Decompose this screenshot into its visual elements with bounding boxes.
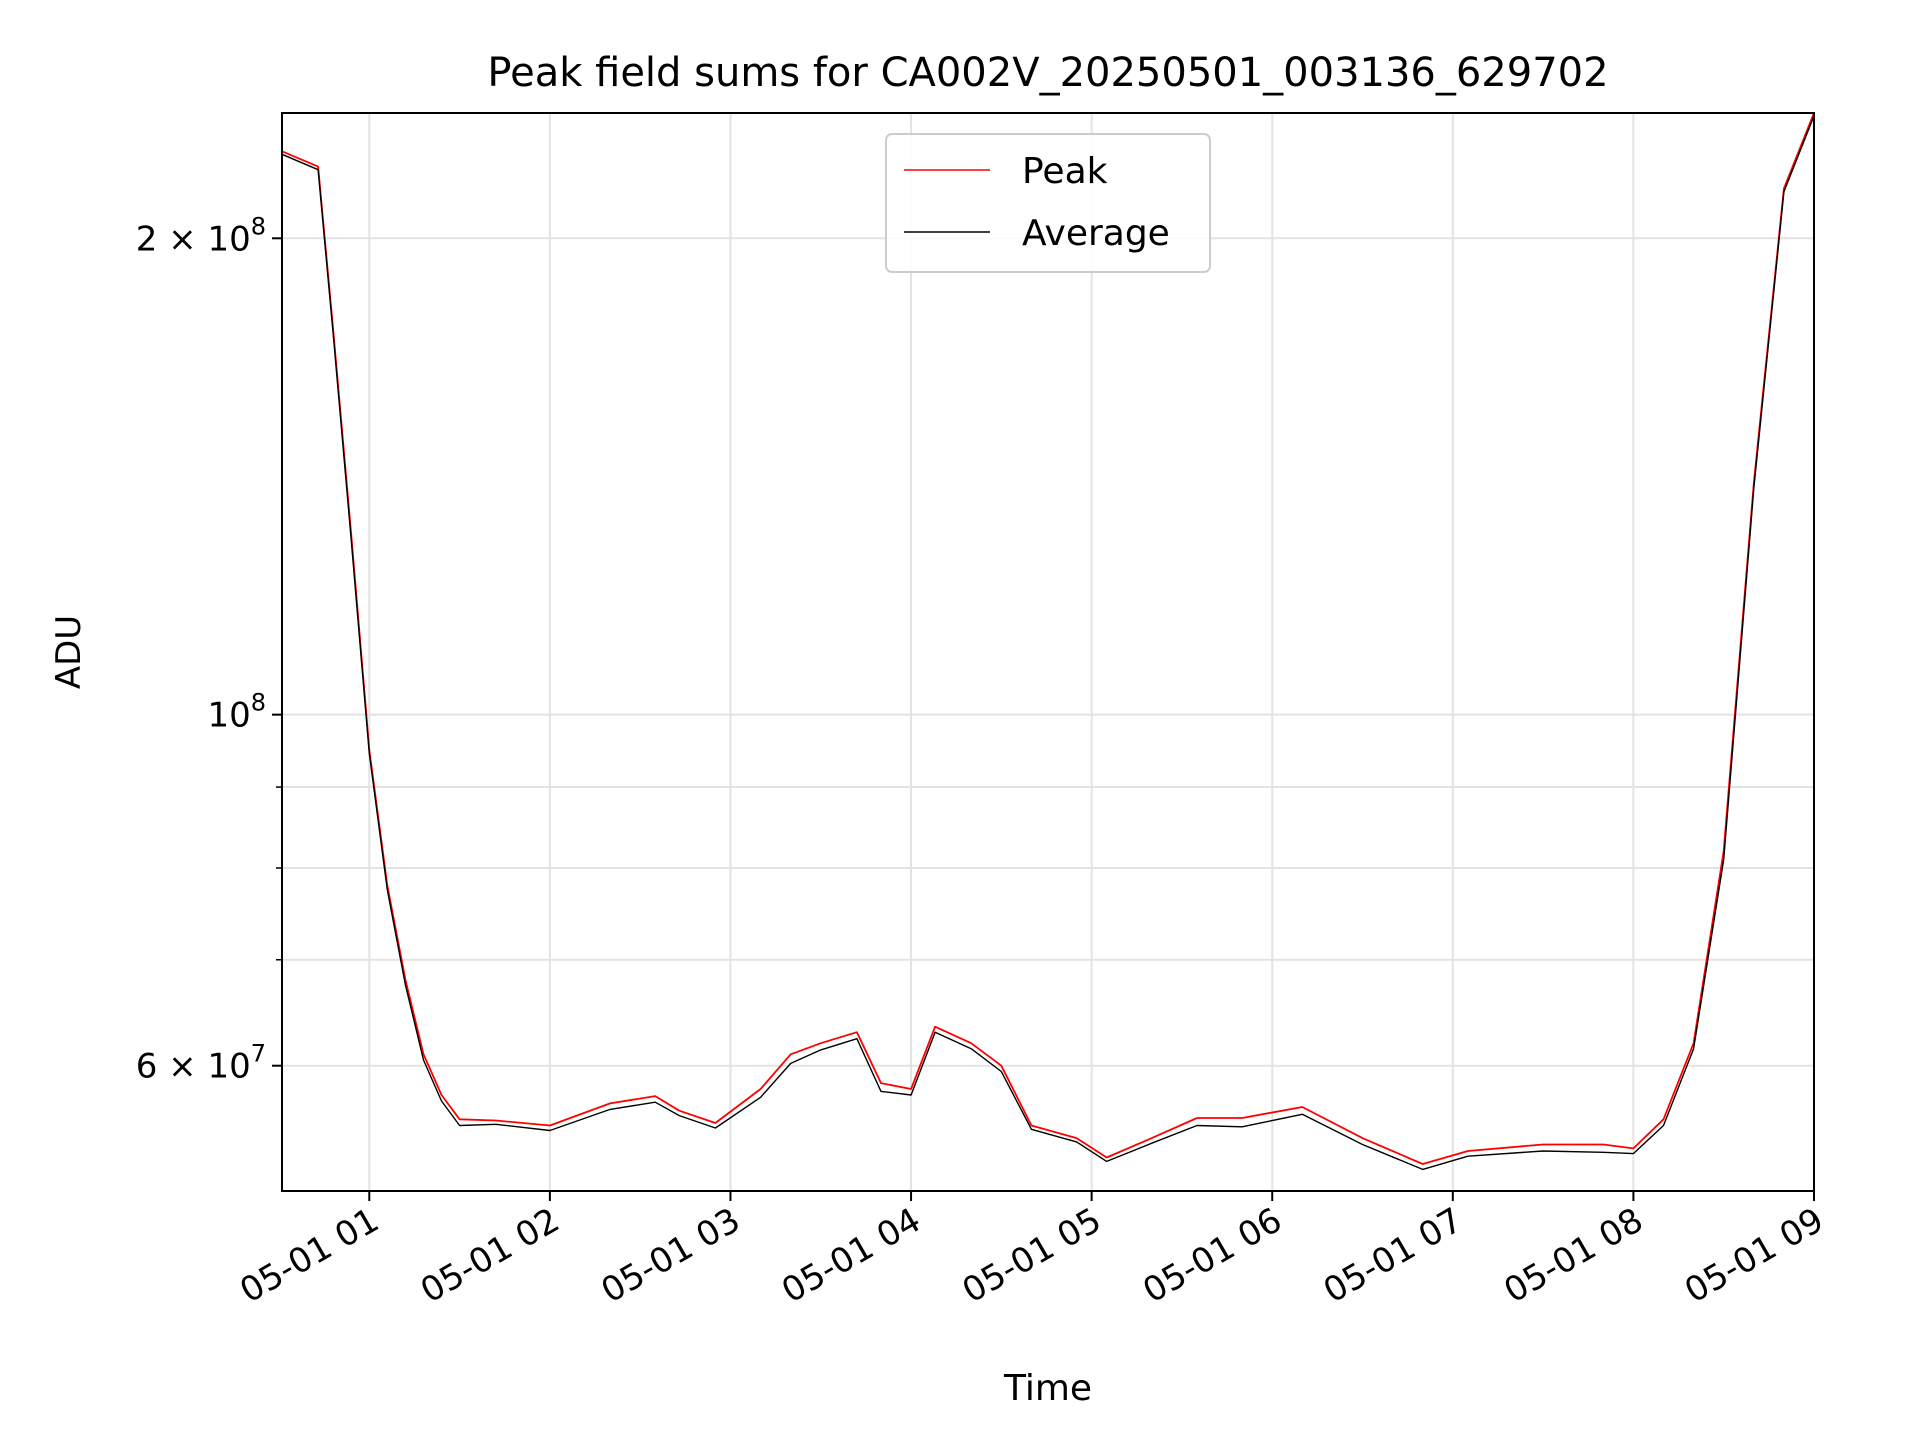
plot-area-frame bbox=[281, 112, 1815, 1192]
legend: Peak Average bbox=[885, 133, 1211, 273]
y-tick-label: 6 × 107 bbox=[136, 1040, 266, 1087]
y-tick-label-base: 6 × 10 bbox=[136, 1047, 251, 1087]
series-lines bbox=[281, 112, 1815, 1171]
series-line-average bbox=[281, 115, 1815, 1171]
chart-title: Peak field sums for CA002V_20250501_0031… bbox=[487, 50, 1608, 96]
y-tick-label: 2 × 108 bbox=[136, 212, 266, 259]
legend-label-peak: Peak bbox=[1022, 151, 1108, 192]
y-tick-label: 108 bbox=[207, 689, 266, 736]
series-line-peak bbox=[281, 112, 1815, 1165]
y-tick-label-base: 10 bbox=[207, 696, 250, 736]
y-tick-label-exponent: 8 bbox=[251, 212, 266, 240]
y-tick-label-exponent: 7 bbox=[251, 1040, 266, 1068]
y-tick-label-exponent: 8 bbox=[251, 689, 266, 717]
legend-box bbox=[885, 133, 1211, 273]
y-axis-label: ADU bbox=[49, 615, 89, 689]
x-axis-label: Time bbox=[1003, 1368, 1092, 1409]
y-tick-label-base: 2 × 10 bbox=[136, 219, 251, 259]
legend-label-average: Average bbox=[1022, 213, 1170, 254]
